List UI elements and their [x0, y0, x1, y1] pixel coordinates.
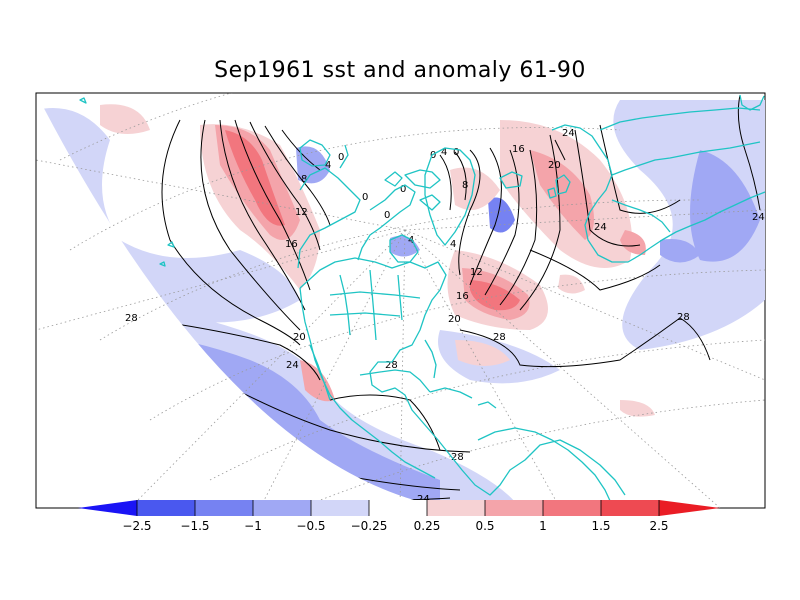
contour-label: 0 — [338, 152, 344, 163]
colorbar-segment — [137, 500, 195, 516]
contour-label: 16 — [285, 239, 298, 250]
contour-label: 0 — [400, 184, 406, 195]
contour-label: 0 — [384, 210, 390, 221]
colorbar-extend-low — [78, 500, 137, 516]
colorbar-segment — [253, 500, 311, 516]
coastlines — [79, 94, 765, 506]
colorbar-segment — [311, 500, 369, 516]
contour-label: 16 — [456, 291, 469, 302]
colorbar-segment — [369, 500, 427, 516]
contour-label: 12 — [295, 207, 308, 218]
graticule — [36, 93, 765, 508]
colorbar: −2.5 −1.5 −1 −0.5 −0.25 0.25 0.5 1 1.5 2… — [78, 500, 720, 533]
colorbar-tick-label: 0.25 — [414, 519, 441, 533]
contour-label: 20 — [448, 314, 461, 325]
contour-label: 8 — [301, 174, 307, 185]
colorbar-tick-label: 2.5 — [649, 519, 668, 533]
colorbar-tick-label: −2.5 — [122, 519, 151, 533]
contour-label: 0 — [453, 147, 459, 158]
contour-label: 24 — [752, 212, 765, 223]
contour-label: 28 — [493, 332, 506, 343]
colorbar-tick-label: 1.5 — [591, 519, 610, 533]
contour-label: 4 — [441, 147, 447, 158]
contour-label: 4 — [325, 160, 331, 171]
colorbar-segment — [485, 500, 543, 516]
contour-label: 24 — [286, 360, 299, 371]
contour-label: 20 — [293, 332, 306, 343]
colorbar-tick-label: −0.25 — [351, 519, 388, 533]
contour-labels: 28 20 24 28 28 24 12 16 8 4 0 0 0 0 4 0 … — [125, 128, 765, 505]
colorbar-tick-label: −1.5 — [180, 519, 209, 533]
contour-label: 8 — [462, 180, 468, 191]
contour-label: 0 — [430, 150, 436, 161]
contour-label: 24 — [417, 494, 430, 505]
plot-title: Sep1961 sst and anomaly 61-90 — [214, 58, 586, 83]
colorbar-segment — [543, 500, 601, 516]
colorbar-tick-label: 1 — [539, 519, 547, 533]
contour-label: 28 — [125, 313, 138, 324]
contour-label: 24 — [594, 222, 607, 233]
contour-label: 28 — [385, 360, 398, 371]
colorbar-extend-high — [659, 500, 720, 516]
contour-label: 4 — [450, 239, 456, 250]
contour-label: 28 — [677, 312, 690, 323]
contour-label: 28 — [451, 452, 464, 463]
colorbar-tick-label: −0.5 — [296, 519, 325, 533]
contour-label: 0 — [362, 192, 368, 203]
colorbar-segment — [601, 500, 659, 516]
contour-label: 16 — [512, 144, 525, 155]
colorbar-segment — [195, 500, 253, 516]
contour-label: 20 — [548, 160, 561, 171]
contour-label: 4 — [408, 235, 414, 246]
contour-label: 12 — [470, 267, 483, 278]
colorbar-tick-label: 0.5 — [475, 519, 494, 533]
colorbar-tick-label: −1 — [244, 519, 262, 533]
colorbar-segment — [427, 500, 485, 516]
contour-label: 24 — [562, 128, 575, 139]
